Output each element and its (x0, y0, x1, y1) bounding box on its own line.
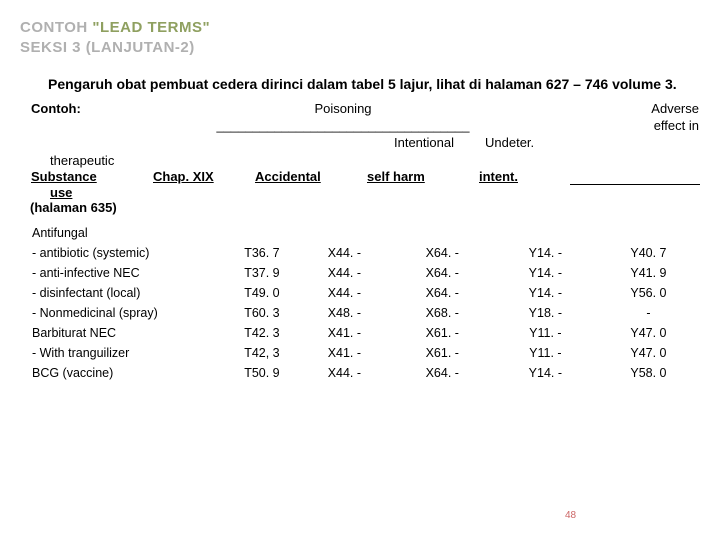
title-line-1: CONTOH "LEAD TERMS" (20, 18, 700, 38)
use-label: use (50, 185, 72, 200)
cell: - disinfectant (local) (30, 283, 226, 303)
title-line-2: SEKSI 3 (LANJUTAN-2) (20, 38, 700, 58)
substance-header-row: Substance Chap. XIX Accidental self harm… (30, 168, 700, 186)
table-row: BCG (vaccine)T50. 9X44. -X64. -Y14. -Y58… (30, 363, 700, 383)
cell: Y58. 0 (597, 363, 700, 383)
cell (597, 223, 700, 243)
cell: - (597, 303, 700, 323)
dashes-line: ___________________________________ (202, 117, 484, 134)
substance-label: Substance (31, 169, 97, 184)
cell: Y14. - (494, 243, 597, 263)
therapeutic-label: therapeutic (50, 153, 700, 168)
cell: Y40. 7 (597, 243, 700, 263)
cell: T60. 3 (226, 303, 298, 323)
cell: T42, 3 (226, 343, 298, 363)
cell: T37. 9 (226, 263, 298, 283)
cell: Barbiturat NEC (30, 323, 226, 343)
intro-paragraph: Pengaruh obat pembuat cedera dirinci dal… (48, 75, 700, 94)
title-lead-terms: "LEAD TERMS" (92, 19, 210, 36)
cell: X44. - (298, 263, 391, 283)
cell: Y47. 0 (597, 343, 700, 363)
cell: X64. - (391, 283, 494, 303)
table-row: Antifungal (30, 223, 700, 243)
cell: X41. - (298, 343, 391, 363)
cell: - anti-infective NEC (30, 263, 226, 283)
cell: X44. - (298, 243, 391, 263)
cell: Y47. 0 (597, 323, 700, 343)
table-row: - With tranguilizerT42, 3X41. -X61. -Y11… (30, 343, 700, 363)
poisoning-label: Poisoning (202, 100, 484, 117)
cell (494, 223, 597, 243)
undeter-label: Undeter. (485, 135, 534, 150)
table-row: - antibiotic (systemic)T36. 7X44. -X64. … (30, 243, 700, 263)
intent-label: intent. (479, 169, 518, 184)
page-number: 48 (565, 510, 576, 521)
cell (298, 223, 391, 243)
cell: X48. - (298, 303, 391, 323)
cell: X44. - (298, 283, 391, 303)
contoh-header-row: Contoh: Poisoning Adverse ______________… (30, 100, 700, 151)
cell: X64. - (391, 363, 494, 383)
table-row: - anti-infective NECT37. 9X44. -X64. -Y1… (30, 263, 700, 283)
cell: Y14. - (494, 363, 597, 383)
chap-label: Chap. XIX (153, 169, 214, 184)
data-table: Antifungal- antibiotic (systemic)T36. 7X… (30, 223, 700, 383)
cell: T49. 0 (226, 283, 298, 303)
cell: Y11. - (494, 343, 597, 363)
effect-in-label: effect in (484, 117, 700, 134)
intentional-label: Intentional (394, 135, 454, 150)
cell: T50. 9 (226, 363, 298, 383)
cell: Antifungal (30, 223, 226, 243)
cell: - Nonmedicinal (spray) (30, 303, 226, 323)
cell: X64. - (391, 263, 494, 283)
cell: X68. - (391, 303, 494, 323)
cell: Y14. - (494, 283, 597, 303)
table-row: - Nonmedicinal (spray)T60. 3X48. -X68. -… (30, 303, 700, 323)
cell: X61. - (391, 343, 494, 363)
cell (226, 223, 298, 243)
cell: T36. 7 (226, 243, 298, 263)
halaman-label: (halaman 635) (30, 200, 700, 215)
title-contoh: CONTOH (20, 19, 92, 36)
accidental-label: Accidental (255, 169, 321, 184)
cell: X61. - (391, 323, 494, 343)
cell: Y11. - (494, 323, 597, 343)
cell (391, 223, 494, 243)
selfharm-label: self harm (367, 169, 425, 184)
cell: X44. - (298, 363, 391, 383)
cell: BCG (vaccine) (30, 363, 226, 383)
contoh-label: Contoh: (30, 100, 202, 117)
cell: Y56. 0 (597, 283, 700, 303)
cell: Y18. - (494, 303, 597, 323)
cell: X41. - (298, 323, 391, 343)
cell: Y14. - (494, 263, 597, 283)
adverse-label: Adverse (484, 100, 700, 117)
table-row: Barbiturat NECT42. 3X41. -X61. -Y11. -Y4… (30, 323, 700, 343)
cell: T42. 3 (226, 323, 298, 343)
cell: - antibiotic (systemic) (30, 243, 226, 263)
table-row: - disinfectant (local)T49. 0X44. -X64. -… (30, 283, 700, 303)
cell: X64. - (391, 243, 494, 263)
cell: Y41. 9 (597, 263, 700, 283)
cell: - With tranguilizer (30, 343, 226, 363)
